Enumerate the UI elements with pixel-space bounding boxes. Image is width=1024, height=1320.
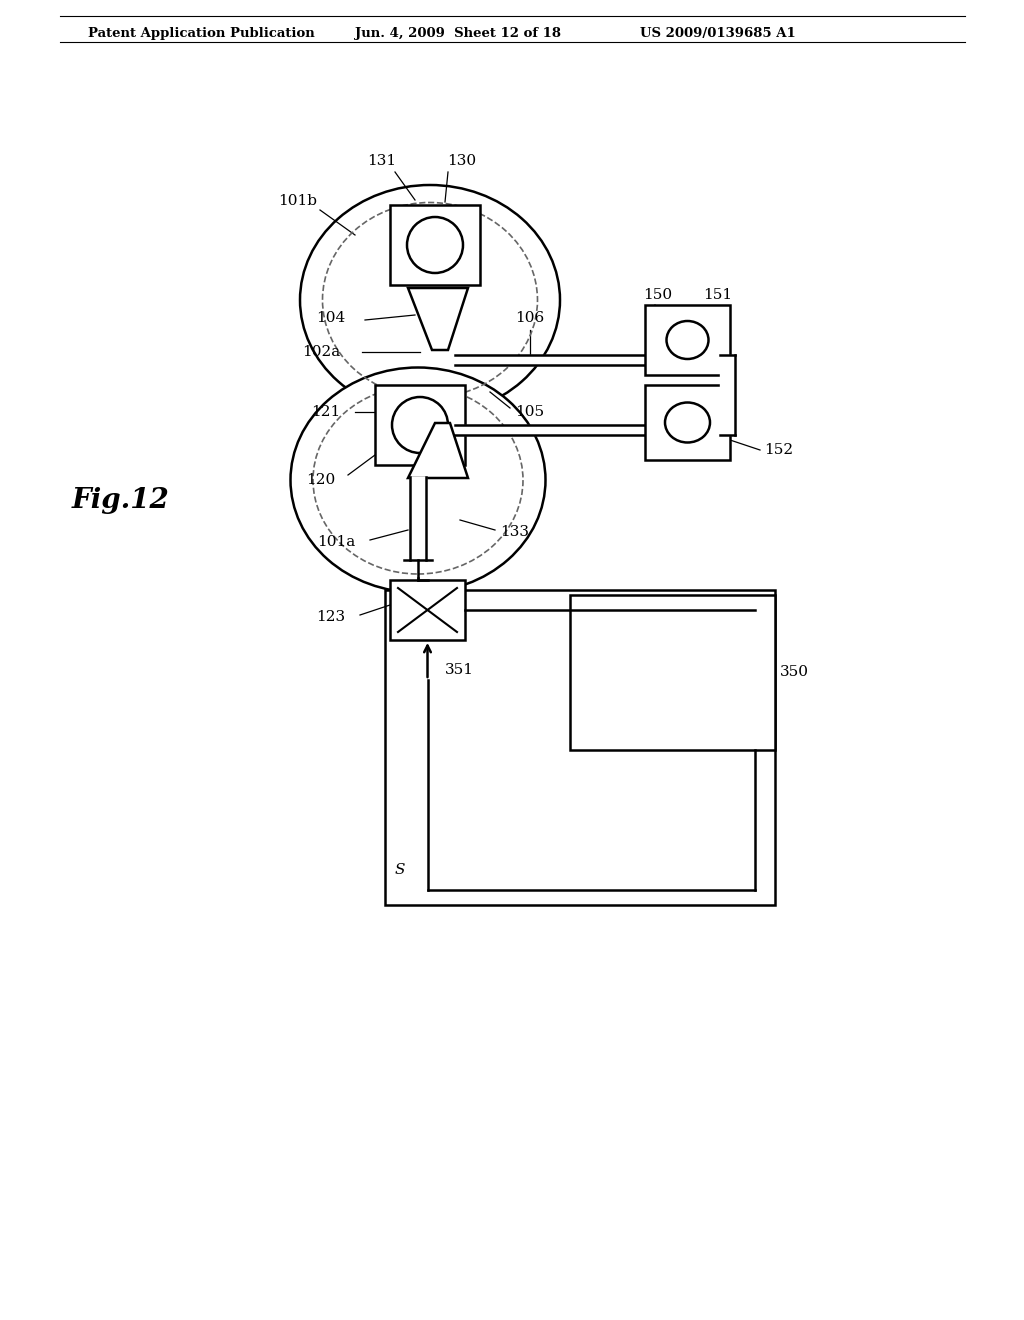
Polygon shape [408,288,468,350]
Text: Patent Application Publication: Patent Application Publication [88,26,314,40]
Ellipse shape [300,185,560,414]
Text: 105: 105 [515,405,544,418]
Text: S: S [395,863,406,876]
Text: 102a: 102a [302,345,340,359]
Bar [385,590,775,906]
Text: 131: 131 [368,154,396,168]
Ellipse shape [291,367,546,593]
Text: 152: 152 [764,444,794,457]
Text: 120: 120 [306,473,335,487]
Text: 104: 104 [315,312,345,325]
Bar [390,205,480,285]
Text: Jun. 4, 2009  Sheet 12 of 18: Jun. 4, 2009 Sheet 12 of 18 [355,26,561,40]
Text: US 2009/0139685 A1: US 2009/0139685 A1 [640,26,796,40]
Bar [390,579,465,640]
Text: k: k [690,597,699,610]
Text: 150: 150 [643,288,673,302]
Bar [375,385,465,465]
Bar [645,305,730,375]
Text: 130: 130 [447,154,476,168]
Bar [570,595,775,750]
Text: 123: 123 [315,610,345,624]
Text: 106: 106 [515,312,545,325]
Text: 350: 350 [780,665,809,678]
Text: 101b: 101b [279,194,317,209]
Polygon shape [408,422,468,478]
Text: 121: 121 [310,405,340,418]
Text: 151: 151 [703,288,732,302]
Text: 351: 351 [445,663,474,677]
Text: Fig.12: Fig.12 [72,487,170,513]
Text: 133: 133 [500,525,529,539]
Text: 101a: 101a [316,535,355,549]
Bar [645,385,730,459]
